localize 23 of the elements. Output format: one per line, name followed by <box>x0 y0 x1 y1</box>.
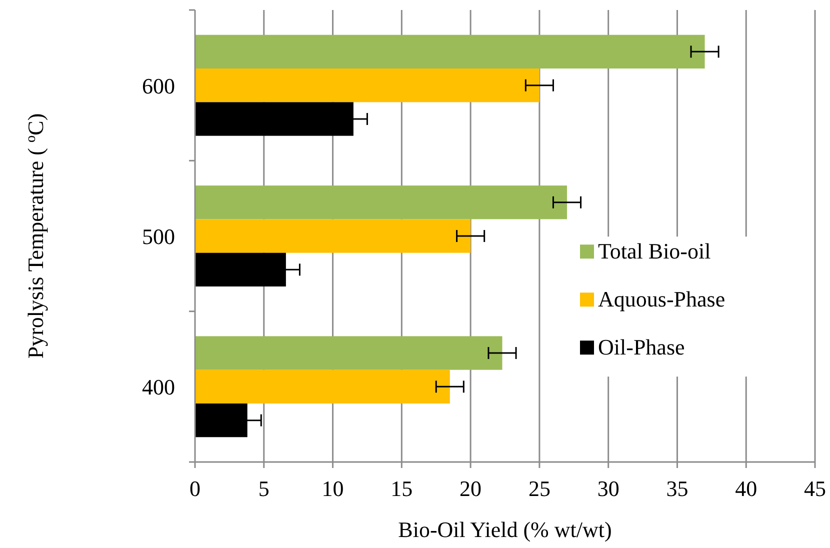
bar <box>195 370 450 404</box>
y-tick-label: 600 <box>142 73 175 98</box>
x-tick-label: 0 <box>190 476 200 501</box>
legend-label: Oil-Phase <box>598 334 685 360</box>
x-axis-title: Bio-Oil Yield (% wt/wt) <box>398 517 612 542</box>
x-tick-label: 35 <box>666 476 688 501</box>
x-tick-label: 30 <box>597 476 620 501</box>
bar <box>195 68 540 102</box>
x-tick-label: 45 <box>804 476 826 501</box>
x-tick-label: 20 <box>460 476 482 501</box>
x-tick-label: 25 <box>528 476 550 501</box>
bar <box>195 186 567 220</box>
x-tick-label: 10 <box>322 476 344 501</box>
x-tick-label: 40 <box>735 476 758 501</box>
bar <box>195 34 705 69</box>
bar <box>195 219 471 253</box>
x-tick-label: 5 <box>258 476 270 501</box>
legend-label: Aquous-Phase <box>598 286 726 312</box>
y-tick-label: 500 <box>142 224 175 249</box>
bar <box>195 336 502 370</box>
y-tick-label: 400 <box>142 374 175 400</box>
x-tick-label: 15 <box>390 476 413 501</box>
legend-label: Total Bio-oil <box>598 238 711 264</box>
